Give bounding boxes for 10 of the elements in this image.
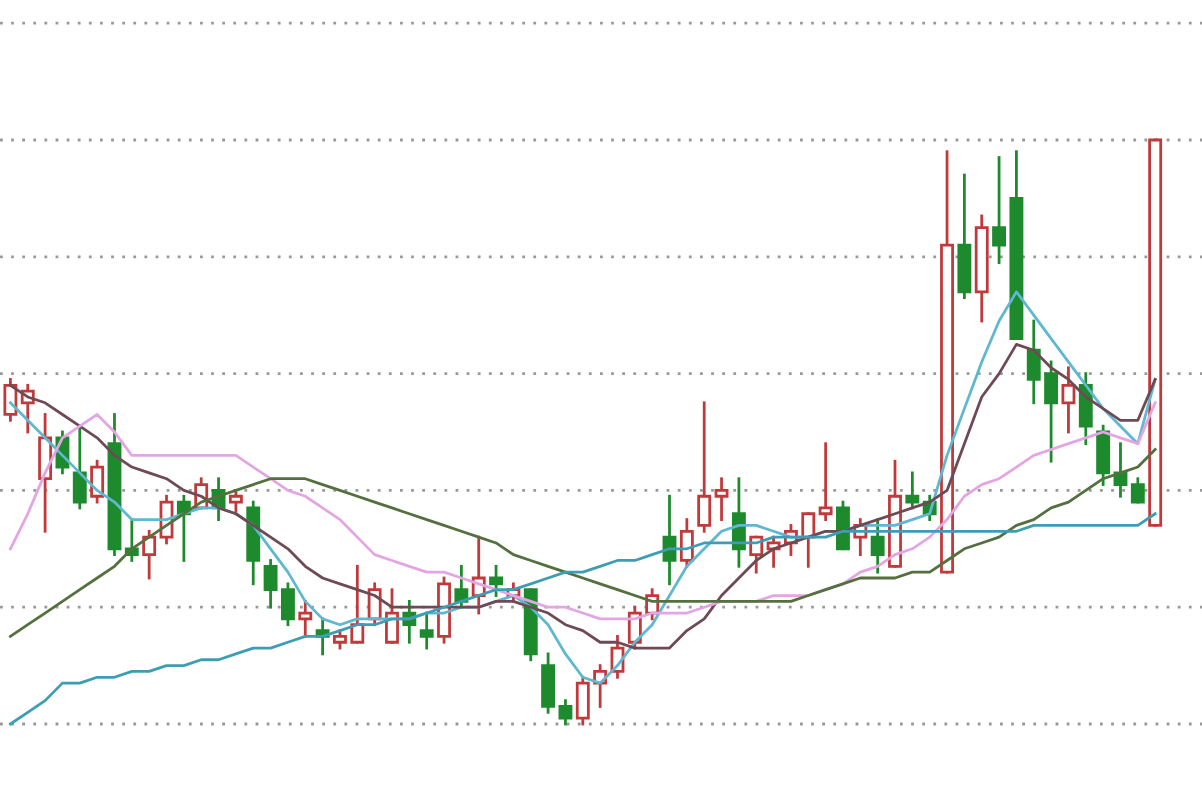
candlestick xyxy=(714,477,729,521)
candlestick xyxy=(142,529,157,580)
candlestick xyxy=(246,500,261,586)
candlestick xyxy=(974,214,989,323)
candlestick xyxy=(558,699,573,726)
candlestick xyxy=(1061,366,1076,434)
candlestick xyxy=(697,401,712,533)
candlestick xyxy=(818,442,833,521)
candlestick xyxy=(72,424,87,510)
candlestick xyxy=(957,173,972,300)
